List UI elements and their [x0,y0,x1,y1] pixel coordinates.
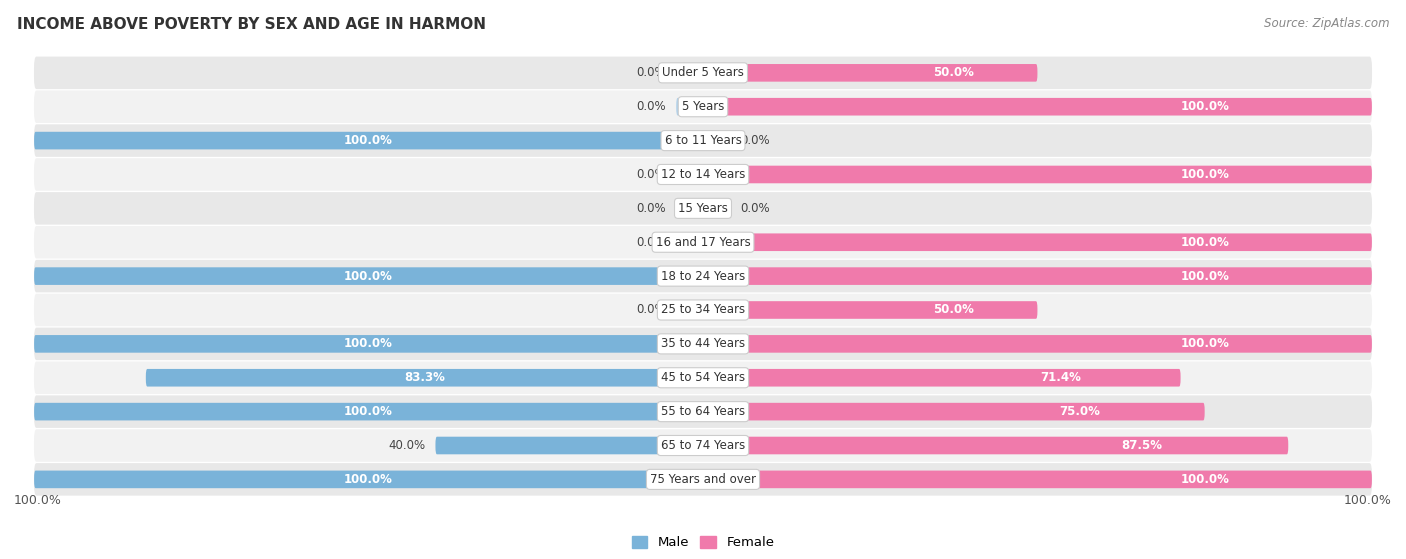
FancyBboxPatch shape [676,165,703,183]
FancyBboxPatch shape [676,64,703,82]
FancyBboxPatch shape [703,98,1372,116]
FancyBboxPatch shape [703,64,1038,82]
Text: 35 to 44 Years: 35 to 44 Years [661,338,745,350]
FancyBboxPatch shape [34,260,1372,292]
Text: 100.0%: 100.0% [344,405,394,418]
FancyBboxPatch shape [676,301,703,319]
FancyBboxPatch shape [146,369,703,387]
FancyBboxPatch shape [676,234,703,251]
FancyBboxPatch shape [34,395,1372,428]
Text: 100.0%: 100.0% [1180,236,1229,249]
FancyBboxPatch shape [34,362,1372,394]
Text: 50.0%: 50.0% [934,304,974,316]
Text: 100.0%: 100.0% [344,473,394,486]
FancyBboxPatch shape [703,471,1372,488]
Text: 0.0%: 0.0% [740,134,769,147]
Text: 100.0%: 100.0% [344,269,394,283]
FancyBboxPatch shape [34,158,1372,191]
FancyBboxPatch shape [703,437,1288,454]
FancyBboxPatch shape [703,267,1372,285]
FancyBboxPatch shape [436,437,703,454]
Text: 0.0%: 0.0% [637,100,666,113]
Text: 0.0%: 0.0% [637,202,666,215]
FancyBboxPatch shape [34,124,1372,157]
Text: 0.0%: 0.0% [740,202,769,215]
FancyBboxPatch shape [676,98,703,116]
Text: 0.0%: 0.0% [637,168,666,181]
FancyBboxPatch shape [34,132,703,149]
Text: 45 to 54 Years: 45 to 54 Years [661,371,745,384]
FancyBboxPatch shape [34,192,1372,225]
Text: 75 Years and over: 75 Years and over [650,473,756,486]
Text: 15 Years: 15 Years [678,202,728,215]
Text: 40.0%: 40.0% [388,439,426,452]
Text: 6 to 11 Years: 6 to 11 Years [665,134,741,147]
Text: 100.0%: 100.0% [14,494,62,507]
Text: 100.0%: 100.0% [1180,168,1229,181]
FancyBboxPatch shape [703,403,1205,420]
Text: Source: ZipAtlas.com: Source: ZipAtlas.com [1264,17,1389,30]
FancyBboxPatch shape [34,56,1372,89]
FancyBboxPatch shape [676,200,703,217]
FancyBboxPatch shape [34,293,1372,326]
FancyBboxPatch shape [703,165,1372,183]
FancyBboxPatch shape [34,335,703,353]
Legend: Male, Female: Male, Female [626,530,780,555]
Text: 65 to 74 Years: 65 to 74 Years [661,439,745,452]
FancyBboxPatch shape [703,301,1038,319]
FancyBboxPatch shape [703,200,730,217]
FancyBboxPatch shape [34,91,1372,123]
Text: Under 5 Years: Under 5 Years [662,67,744,79]
FancyBboxPatch shape [703,369,1181,387]
FancyBboxPatch shape [703,132,730,149]
FancyBboxPatch shape [703,234,1372,251]
Text: 71.4%: 71.4% [1040,371,1081,384]
Text: 0.0%: 0.0% [637,236,666,249]
Text: 87.5%: 87.5% [1122,439,1163,452]
Text: 83.3%: 83.3% [404,371,444,384]
FancyBboxPatch shape [34,328,1372,360]
FancyBboxPatch shape [34,471,703,488]
Text: 16 and 17 Years: 16 and 17 Years [655,236,751,249]
Text: 100.0%: 100.0% [1180,269,1229,283]
Text: 18 to 24 Years: 18 to 24 Years [661,269,745,283]
FancyBboxPatch shape [703,335,1372,353]
Text: 50.0%: 50.0% [934,67,974,79]
FancyBboxPatch shape [34,463,1372,496]
FancyBboxPatch shape [34,267,703,285]
Text: INCOME ABOVE POVERTY BY SEX AND AGE IN HARMON: INCOME ABOVE POVERTY BY SEX AND AGE IN H… [17,17,486,32]
Text: 100.0%: 100.0% [1180,338,1229,350]
Text: 100.0%: 100.0% [344,134,394,147]
Text: 100.0%: 100.0% [344,338,394,350]
Text: 100.0%: 100.0% [1180,473,1229,486]
Text: 100.0%: 100.0% [1180,100,1229,113]
FancyBboxPatch shape [34,226,1372,258]
FancyBboxPatch shape [34,429,1372,462]
FancyBboxPatch shape [34,403,703,420]
Text: 25 to 34 Years: 25 to 34 Years [661,304,745,316]
Text: 75.0%: 75.0% [1059,405,1099,418]
Text: 0.0%: 0.0% [637,67,666,79]
Text: 5 Years: 5 Years [682,100,724,113]
Text: 0.0%: 0.0% [637,304,666,316]
Text: 100.0%: 100.0% [1344,494,1392,507]
Text: 12 to 14 Years: 12 to 14 Years [661,168,745,181]
Text: 55 to 64 Years: 55 to 64 Years [661,405,745,418]
